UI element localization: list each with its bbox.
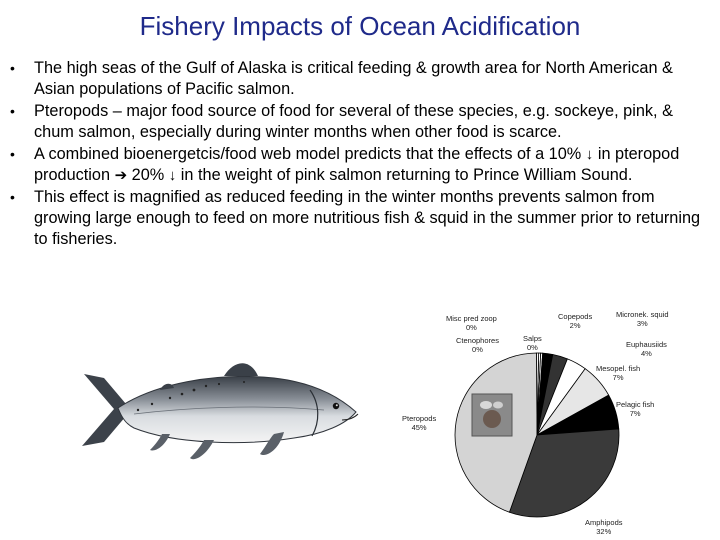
slide-title: Fishery Impacts of Ocean Acidification xyxy=(139,11,581,41)
slice-label: Copepods 2% xyxy=(558,312,593,330)
slice-label: Micronek. squid 3% xyxy=(616,310,669,328)
slice-label: Ctenophores 0% xyxy=(456,336,499,354)
slice-label: Misc pred zoop 0% xyxy=(446,314,497,332)
slice-label: Salps 0% xyxy=(523,334,542,352)
bullet-item: • A combined bioenergetcis/food web mode… xyxy=(8,144,708,186)
down-arrow-icon: ↓ xyxy=(168,167,177,184)
bullet-marker: • xyxy=(10,146,15,162)
pie-slice-ctenophores xyxy=(536,352,540,436)
bullet-text: Pteropods – major food source of food fo… xyxy=(34,102,673,141)
bullet-marker: • xyxy=(10,103,15,119)
slice-label: Mesopel. fish 7% xyxy=(596,364,641,382)
diet-pie-chart: Misc pred zoop 0% Salps 0% Ctenophores 0… xyxy=(400,308,720,540)
pteropod-photo xyxy=(471,393,513,437)
right-arrow-icon: ➔ xyxy=(114,167,128,184)
pie-slice-amphipods xyxy=(508,428,620,518)
bullet-marker: • xyxy=(10,189,15,205)
slice-label: Pelagic fish 7% xyxy=(616,400,655,418)
bullet-list: • The high seas of the Gulf of Alaska is… xyxy=(8,58,708,251)
bullet-text-part: A combined bioenergetcis/food web model … xyxy=(34,145,586,163)
bullet-text: This effect is magnified as reduced feed… xyxy=(34,188,701,248)
bullet-marker: • xyxy=(10,60,15,76)
slice-label: Amphipods 32% xyxy=(585,518,623,536)
down-arrow-icon: ↓ xyxy=(585,146,594,163)
bullet-item: • The high seas of the Gulf of Alaska is… xyxy=(8,58,708,100)
slice-label: Euphausiids 4% xyxy=(626,340,667,358)
bullet-text-part: in the weight of pink salmon returning t… xyxy=(176,166,633,184)
slice-label: Pteropods 45% xyxy=(402,414,437,432)
pie-chart-svg xyxy=(454,352,620,518)
bullet-item: • Pteropods – major food source of food … xyxy=(8,101,708,143)
bullet-text-part: 20% xyxy=(127,166,169,184)
bullet-text: The high seas of the Gulf of Alaska is c… xyxy=(34,59,673,98)
bullet-item: • This effect is magnified as reduced fe… xyxy=(8,187,708,250)
salmon-image xyxy=(82,363,359,460)
bullet-text-part: in pteropod production xyxy=(34,145,680,184)
